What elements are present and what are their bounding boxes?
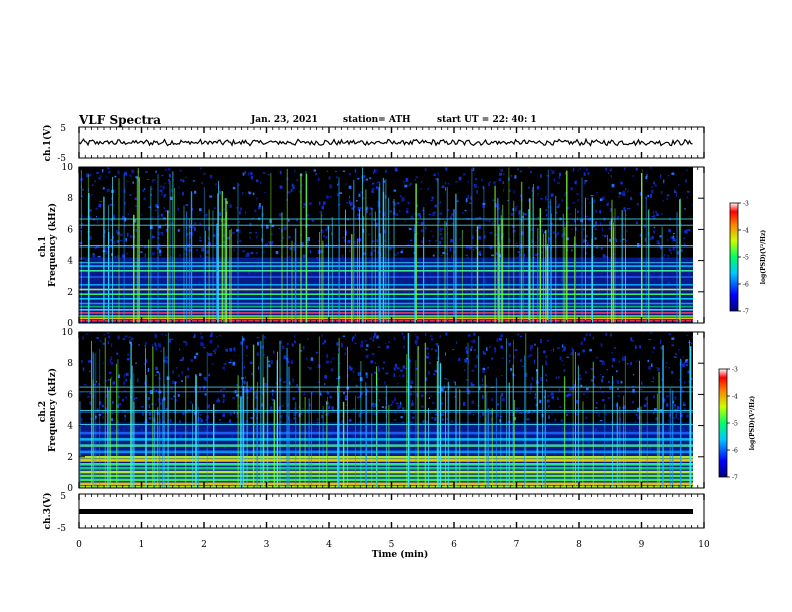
ch2-colorbar-tick-label: -4 [732,394,738,401]
station-label: station= ATH [343,115,411,125]
ch1-spectrogram-ylabel: ch.1 Frequency (kHz) [38,203,58,287]
x-tick-label: 0 [76,540,82,550]
ch1-colorbar-tick-label: -5 [743,255,749,262]
ch2-spectrogram-ytick-label: 6 [67,390,73,400]
ch1-spectrogram [79,167,693,323]
x-axis-label: Time (min) [372,549,429,560]
ch1-colorbar-label: log(PSD)(V²/Hz) [760,230,767,285]
x-tick-label: 4 [326,540,332,550]
x-tick-label: 9 [639,540,645,550]
date-label: Jan. 23, 2021 [251,115,318,125]
x-tick-label: 10 [698,540,710,550]
ch1-ytick-bottom: -5 [57,154,66,164]
ch2-colorbar-tick-label: -6 [732,448,738,455]
ch2-colorbar-tick-label: -3 [732,367,738,374]
ch2-spectrogram-ytick-label: 8 [67,359,73,369]
ch1-ytick-top: 5 [60,124,66,134]
x-tick-label: 8 [576,540,582,550]
ch2-spectrogram-ylabel: ch.2 Frequency (kHz) [38,368,58,452]
ch2-colorbar-tick-label: -5 [732,421,738,428]
ch3-waveform-line [79,509,693,514]
x-tick-label: 5 [389,540,395,550]
ch2-channel-label: ch.2 [38,401,48,422]
ch2-colorbar [718,368,728,478]
ch1-colorbar-tick-label: -3 [743,201,749,208]
ch1-frequency-label: Frequency (kHz) [47,203,58,287]
ch1-waveform-line [78,137,693,147]
ch1-spectrogram-ytick-label: 2 [67,288,73,298]
ch2-spectrogram-ytick-label: 0 [67,484,73,494]
ch1-waveform-ylabel: ch.1(V) [42,125,53,162]
x-tick-label: 7 [514,540,520,550]
ch1-channel-label: ch.1 [38,236,48,257]
ch2-colorbar-tick-label: -7 [732,475,738,482]
ch1-colorbar-tick-label: -4 [743,228,749,235]
ch1-spectrogram-ytick-label: 10 [62,163,74,173]
ch2-spectrogram-ytick-label: 4 [67,422,73,432]
ch3-waveform-panel: 5 -5 ch.3(V) 0 1 2 3 4 5 6 7 8 9 10 Time (min) [42,492,710,560]
ch3-ytick-top: 5 [60,492,66,502]
ch1-colorbar-tick-label: -7 [743,309,749,316]
ch1-spectrogram-ytick-label: 4 [67,257,73,267]
ch2-spectrogram [79,332,693,488]
ch1-spectrogram-ytick-label: 8 [67,194,73,204]
ch1-spectrogram-ytick-label: 0 [67,319,73,329]
ch1-spectrogram-ytick-label: 6 [67,225,73,235]
figure-title: VLF Spectra [79,113,162,127]
ch2-frequency-label: Frequency (kHz) [47,368,58,452]
ch2-colorbar-label: log(PSD)(V²/Hz) [749,396,756,451]
x-tick-label: 6 [451,540,457,550]
ch1-waveform-panel: 5 -5 ch.1(V) [42,124,705,164]
ch2-spectrogram-ytick-label: 2 [67,453,73,463]
ch1-colorbar-tick-label: -6 [743,282,749,289]
ch1-colorbar [729,202,739,312]
start-time-label: start UT = 22: 40: 1 [437,115,537,125]
x-tick-label: 2 [201,540,207,550]
ch3-waveform-ylabel: ch.3(V) [42,493,53,530]
x-tick-label: 1 [139,540,145,550]
ch2-spectrogram-ytick-label: 10 [62,328,74,338]
x-tick-label: 3 [264,540,270,550]
ch3-ytick-bottom: -5 [57,524,66,534]
